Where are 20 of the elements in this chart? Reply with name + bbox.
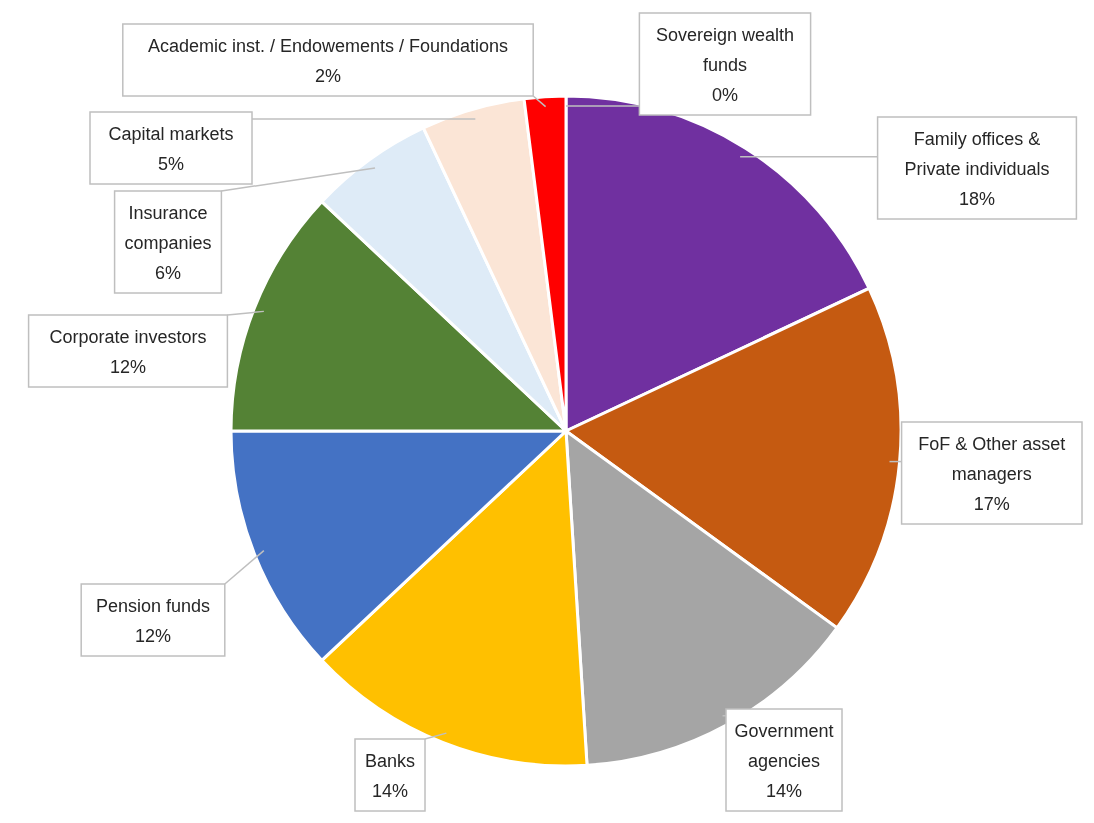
data-label: 2% — [314, 66, 342, 86]
data-label: 14% — [765, 781, 803, 801]
data-label: 5% — [157, 154, 185, 174]
category-label: Sovereign wealth funds — [655, 25, 795, 75]
slice-label: Corporate investors — [49, 327, 207, 347]
slice-label: Insurance companies — [124, 203, 212, 253]
data-label: 12% — [109, 357, 147, 377]
text: 0% — [711, 85, 739, 105]
slice-label: FoF & Other asset managers — [918, 434, 1066, 484]
data-label: 14% — [371, 781, 409, 801]
slice-label: Banks — [364, 751, 416, 771]
data-label: 6% — [154, 263, 182, 283]
slice-label: Capital markets — [108, 124, 234, 144]
data-label: 18% — [958, 189, 996, 209]
slice-label: Pension funds — [95, 596, 211, 616]
data-label: 17% — [973, 494, 1010, 514]
data-label: 12% — [134, 626, 172, 646]
slice-label: Academic inst. / Endowements / Foundations — [147, 36, 509, 56]
slice-label: Family offices & Private individuals — [904, 129, 1050, 179]
slice-label: Government agencies — [734, 721, 834, 771]
